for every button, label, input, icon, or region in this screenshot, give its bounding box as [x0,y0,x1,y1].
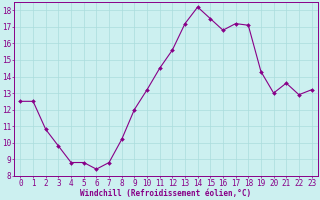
X-axis label: Windchill (Refroidissement éolien,°C): Windchill (Refroidissement éolien,°C) [80,189,252,198]
